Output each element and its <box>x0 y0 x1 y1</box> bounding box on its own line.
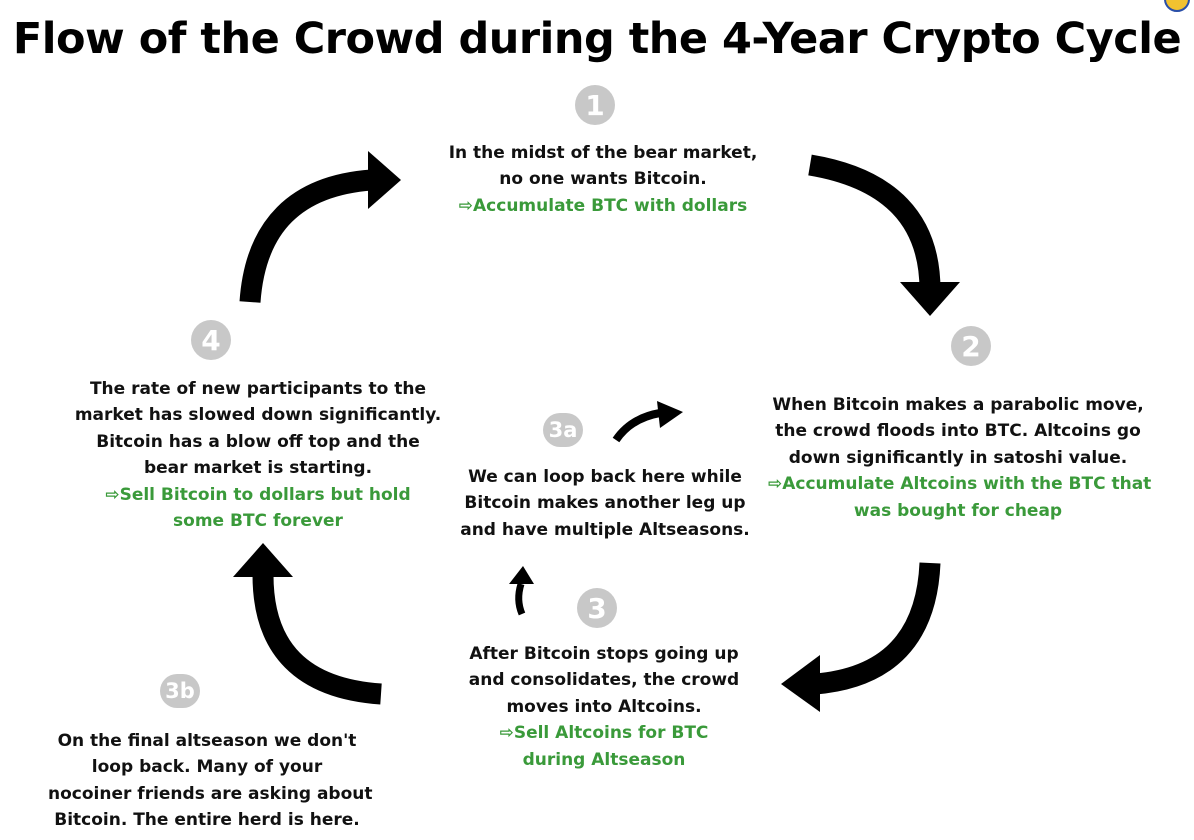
step-3a-line: Bitcoin makes another leg up <box>464 493 746 514</box>
step-1-action: ⇨Accumulate BTC with dollars <box>458 195 748 216</box>
step-3a-line: We can loop back here while <box>468 467 742 487</box>
step-2-action: ⇨Accumulate Altcoins with the BTC that <box>768 474 1152 495</box>
arrow-3a-to-1-icon <box>612 401 683 443</box>
step-3-line: After Bitcoin stops going up <box>469 644 739 664</box>
step-4-line: bear market is starting. <box>143 458 373 479</box>
step-3b-text: On the final altseason we don't loop bac… <box>48 728 373 834</box>
step-4-line: The rate of new participants to the <box>89 379 427 399</box>
step-4-text: The rate of new participants to the mark… <box>72 376 444 534</box>
step-1-badge: 1 <box>575 85 615 125</box>
step-1-text: In the midst of the bear market, no one … <box>433 140 773 219</box>
step-4-line: Bitcoin has a blow off top and the <box>96 431 420 452</box>
step-3-action: during Altseason <box>522 749 686 770</box>
step-1-line: no one wants Bitcoin. <box>499 169 707 190</box>
step-3a-badge: 3a <box>543 413 583 447</box>
step-3b-line: Bitcoin. The entire herd is here. <box>54 810 360 831</box>
step-2-line: When Bitcoin makes a parabolic move, <box>772 395 1144 415</box>
step-3-line: moves into Altcoins. <box>506 696 702 717</box>
arrow-4-to-1-icon <box>239 151 401 303</box>
step-3a-text: We can loop back here while Bitcoin make… <box>452 464 758 543</box>
step-3b-badge: 3b <box>160 674 200 708</box>
step-2-action: was bought for cheap <box>853 500 1063 521</box>
step-2-badge: 2 <box>951 326 991 366</box>
step-3-line: and consolidates, the crowd <box>468 670 740 691</box>
arrow-2-to-3-icon <box>781 562 941 712</box>
step-4-action: ⇨Sell Bitcoin to dollars but hold <box>105 484 411 505</box>
step-1-line: In the midst of the bear market, <box>448 143 758 163</box>
diagram-title: Flow of the Crowd during the 4-Year Cryp… <box>12 14 1182 64</box>
step-4-action: some BTC forever <box>173 511 343 532</box>
step-2-line: down significantly in satoshi value. <box>788 447 1128 468</box>
step-4-badge: 4 <box>191 320 231 360</box>
step-2-line: the crowd floods into BTC. Altcoins go <box>775 421 1141 442</box>
step-3-text: After Bitcoin stops going up and consoli… <box>464 641 744 773</box>
corner-logo-icon <box>1164 0 1190 12</box>
step-3a-line: and have multiple Altseasons. <box>460 519 750 540</box>
arrow-3b-to-4-icon <box>233 543 382 705</box>
step-3b-line: loop back. Many of your <box>91 757 323 778</box>
arrow-3-loop-up-icon <box>509 566 534 616</box>
step-3-badge: 3 <box>577 588 617 628</box>
step-3b-line: nocoiner friends are asking about <box>48 783 373 804</box>
step-3-action: ⇨Sell Altcoins for BTC <box>499 723 709 744</box>
arrow-1-to-2-icon <box>808 154 960 316</box>
step-4-line: market has slowed down significantly. <box>74 405 442 426</box>
step-2-text: When Bitcoin makes a parabolic move, the… <box>768 392 1152 524</box>
step-3b-line: On the final altseason we don't <box>57 731 357 751</box>
